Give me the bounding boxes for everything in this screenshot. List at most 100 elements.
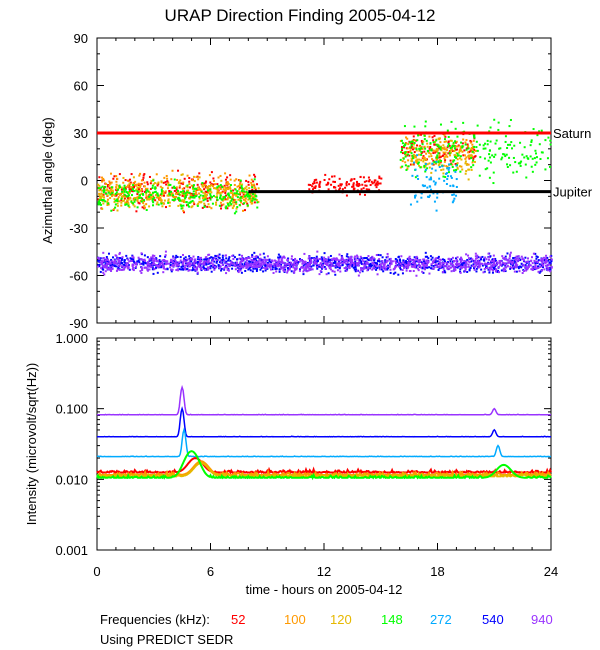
scatter-point (446, 262, 449, 265)
scatter-point (308, 263, 311, 266)
scatter-point (178, 197, 181, 200)
scatter-point (425, 158, 428, 161)
scatter-point (158, 194, 161, 197)
scatter-point (391, 260, 394, 263)
scatter-point (121, 257, 124, 260)
scatter-point (227, 182, 230, 185)
scatter-point (180, 265, 183, 268)
scatter-point (523, 156, 526, 159)
scatter-point (219, 192, 222, 195)
scatter-point (105, 192, 108, 195)
scatter-point (156, 192, 159, 195)
bottom-xtick-label: 24 (544, 564, 558, 579)
scatter-point (310, 258, 313, 261)
scatter-point (155, 259, 158, 262)
scatter-point (442, 264, 445, 267)
scatter-point (103, 188, 106, 191)
scatter-point (411, 174, 414, 177)
scatter-point (371, 268, 374, 271)
scatter-point (98, 264, 101, 267)
scatter-point (240, 201, 243, 204)
scatter-point (242, 195, 245, 198)
scatter-point (217, 263, 220, 266)
scatter-point (210, 191, 213, 194)
scatter-point (189, 194, 192, 197)
scatter-point (238, 265, 241, 268)
scatter-point (533, 259, 536, 262)
scatter-point (160, 190, 163, 193)
scatter-point (217, 256, 220, 259)
scatter-point (209, 188, 212, 191)
scatter-point (130, 173, 133, 176)
scatter-point (350, 261, 353, 264)
scatter-point (486, 167, 489, 170)
scatter-point (397, 273, 400, 276)
scatter-point (141, 206, 144, 209)
scatter-point (126, 179, 129, 182)
top-ytick-label: -30 (69, 221, 88, 236)
scatter-point (260, 265, 263, 268)
scatter-point (124, 202, 127, 205)
scatter-point (122, 194, 125, 197)
scatter-point (329, 264, 332, 267)
scatter-point (438, 258, 441, 261)
scatter-point (148, 263, 151, 266)
scatter-point (218, 257, 221, 260)
scatter-point (523, 146, 526, 149)
scatter-point (109, 266, 112, 269)
scatter-point (171, 261, 174, 264)
scatter-point (459, 170, 462, 173)
scatter-point (455, 259, 458, 262)
scatter-point (477, 261, 480, 264)
scatter-point (384, 261, 387, 264)
scatter-point (183, 259, 186, 262)
scatter-point (314, 185, 317, 188)
scatter-point (453, 197, 456, 200)
scatter-point (418, 158, 421, 161)
scatter-point (524, 261, 527, 264)
scatter-point (466, 163, 469, 166)
scatter-point (422, 261, 425, 264)
scatter-point (473, 134, 476, 137)
scatter-point (465, 253, 468, 256)
scatter-point (258, 258, 261, 261)
scatter-point (233, 192, 236, 195)
scatter-point (205, 186, 208, 189)
scatter-point (542, 256, 545, 259)
scatter-point (450, 146, 453, 149)
scatter-point (327, 182, 330, 185)
scatter-point (278, 263, 281, 266)
scatter-point (522, 263, 525, 266)
scatter-point (254, 188, 257, 191)
scatter-point (465, 147, 468, 150)
scatter-point (138, 261, 141, 264)
scatter-point (295, 264, 298, 267)
scatter-point (521, 153, 524, 156)
scatter-point (507, 143, 510, 146)
scatter-point (432, 139, 435, 142)
scatter-point (341, 256, 344, 259)
scatter-point (308, 267, 311, 270)
scatter-point (200, 190, 203, 193)
scatter-point (223, 268, 226, 271)
scatter-point (217, 185, 220, 188)
scatter-point (333, 175, 336, 178)
scatter-point (423, 260, 426, 263)
scatter-point (152, 201, 155, 204)
scatter-point (107, 183, 110, 186)
scatter-point (435, 209, 438, 212)
scatter-point (180, 268, 183, 271)
scatter-point (310, 265, 313, 268)
scatter-point (473, 267, 476, 270)
scatter-point (533, 268, 536, 271)
scatter-point (358, 184, 361, 187)
scatter-point (423, 258, 426, 261)
scatter-point (411, 148, 414, 151)
scatter-point (115, 262, 118, 265)
scatter-point (381, 267, 384, 270)
scatter-point (194, 269, 197, 272)
scatter-point (198, 257, 201, 260)
scatter-point (318, 182, 321, 185)
scatter-point (474, 255, 477, 258)
scatter-point (547, 267, 550, 270)
